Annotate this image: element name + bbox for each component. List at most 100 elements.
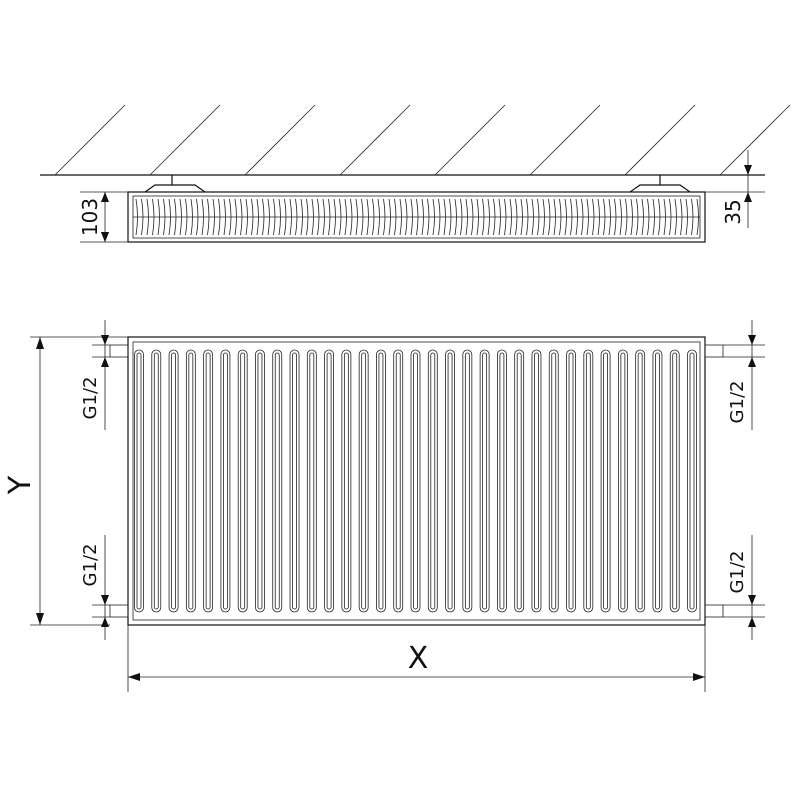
radiator-fin-inner xyxy=(240,352,246,610)
radiator-fin xyxy=(687,349,697,613)
g12-label: G1/2 xyxy=(727,381,748,424)
radiator-fin xyxy=(600,349,611,613)
radiator-fin xyxy=(341,349,352,613)
radiator-fin xyxy=(185,349,196,613)
radiator-fin xyxy=(237,349,248,613)
radiator-fin xyxy=(462,349,473,613)
radiator-fin-inner xyxy=(689,352,695,610)
radiator-fin-inner xyxy=(482,352,488,610)
radiator-fin-inner xyxy=(603,352,608,610)
radiator-fin xyxy=(583,349,594,613)
radiator-fin xyxy=(617,349,628,613)
connection-right-bottom: G1/2 xyxy=(723,535,765,640)
radiator-fin-inner xyxy=(447,352,453,610)
radiator-fin-inner xyxy=(136,352,142,610)
wall-hatch-line xyxy=(719,104,791,176)
radiator-fin xyxy=(652,349,663,613)
radiator-fin-inner xyxy=(413,352,418,610)
radiator-fin xyxy=(289,349,300,613)
wall-gap-label: 35 xyxy=(721,199,745,224)
radiator-fin-inner xyxy=(188,352,194,610)
radiator-fin xyxy=(497,349,507,613)
radiator-fin-inner xyxy=(223,352,228,610)
radiator-fin-inner xyxy=(637,352,643,610)
wall-hatch-line xyxy=(434,104,506,176)
radiator-fin-inner xyxy=(309,352,315,610)
radiator-fin xyxy=(151,349,162,613)
pipe-left-bottom xyxy=(109,604,129,618)
radiator-fin xyxy=(548,349,559,613)
radiator-fin xyxy=(255,349,265,613)
radiator-fin-inner xyxy=(205,352,211,610)
radiator-fin-inner xyxy=(585,352,591,610)
radiator-fin-inner xyxy=(171,352,176,610)
radiator-fin-inner xyxy=(326,352,332,610)
dimension-y: Y xyxy=(3,336,128,626)
radiator-fin-inner xyxy=(672,352,678,610)
wall-bracket-right xyxy=(629,175,691,193)
connection-dimensions: G1/2 G1/2 G1/2 G1/2 xyxy=(80,320,765,640)
radiator-fin xyxy=(566,349,576,613)
radiator-fin xyxy=(479,349,490,613)
g12-label: G1/2 xyxy=(80,544,101,587)
radiator-fin-inner xyxy=(343,352,349,610)
wall-hatch-line xyxy=(54,104,126,176)
dimension-x: X xyxy=(127,625,706,692)
radiator-fin xyxy=(272,349,283,613)
radiator-fin xyxy=(220,349,231,613)
x-label: X xyxy=(408,641,429,676)
radiator-fin xyxy=(393,349,404,613)
radiator-fin-inner xyxy=(655,352,660,610)
radiator-fin xyxy=(358,349,369,613)
pipe-left-top xyxy=(109,344,129,358)
radiator-fin-inner xyxy=(551,352,557,610)
radiator-fin xyxy=(427,349,438,613)
radiator-fin xyxy=(203,349,214,613)
radiator-fin xyxy=(669,349,680,613)
radiator-fin-inner xyxy=(257,352,263,610)
wall-hatch-line xyxy=(149,104,221,176)
radiator-fin xyxy=(514,349,525,613)
wall-bracket-left xyxy=(144,175,206,193)
radiator-fin xyxy=(168,349,179,613)
radiator-fin xyxy=(324,349,334,613)
wall xyxy=(40,104,791,176)
front-view-fins xyxy=(134,349,697,613)
g12-label: G1/2 xyxy=(80,377,101,420)
radiator-fin xyxy=(134,349,144,613)
radiator-fin xyxy=(531,349,542,613)
radiator-fin xyxy=(445,349,455,613)
wall-hatch-line xyxy=(339,104,411,176)
radiator-fin xyxy=(306,349,317,613)
radiator-fin-inner xyxy=(361,352,367,610)
dimension-depth: 103 xyxy=(78,191,128,243)
radiator-front-view xyxy=(109,336,724,626)
radiator-fin-inner xyxy=(153,352,159,610)
top-view-convector-fins xyxy=(133,198,700,236)
depth-label: 103 xyxy=(78,198,102,236)
radiator-fin-inner xyxy=(534,352,539,610)
radiator-fin-inner xyxy=(274,352,280,610)
wall-hatch-line xyxy=(244,104,316,176)
radiator-fin-inner xyxy=(464,352,470,610)
radiator-fin-inner xyxy=(499,352,505,610)
connection-left-bottom: G1/2 xyxy=(80,535,110,640)
radiator-fin-inner xyxy=(292,352,297,610)
connection-left-top: G1/2 xyxy=(80,320,110,430)
radiator-fin xyxy=(635,349,646,613)
radiator-fin-inner xyxy=(620,352,626,610)
radiator-fin xyxy=(376,349,386,613)
radiator-fin-inner xyxy=(516,352,522,610)
radiator-fin xyxy=(410,349,421,613)
wall-hatch-line xyxy=(529,104,601,176)
radiator-fin-inner xyxy=(568,352,574,610)
radiator-fin-inner xyxy=(395,352,401,610)
wall-hatch-line xyxy=(624,104,696,176)
y-label: Y xyxy=(3,475,38,495)
pipe-right-top xyxy=(704,344,724,358)
g12-label: G1/2 xyxy=(727,551,748,594)
connection-right-top: G1/2 xyxy=(723,320,765,430)
radiator-fin-inner xyxy=(430,352,436,610)
dimension-wall-gap: 35 xyxy=(705,150,765,228)
